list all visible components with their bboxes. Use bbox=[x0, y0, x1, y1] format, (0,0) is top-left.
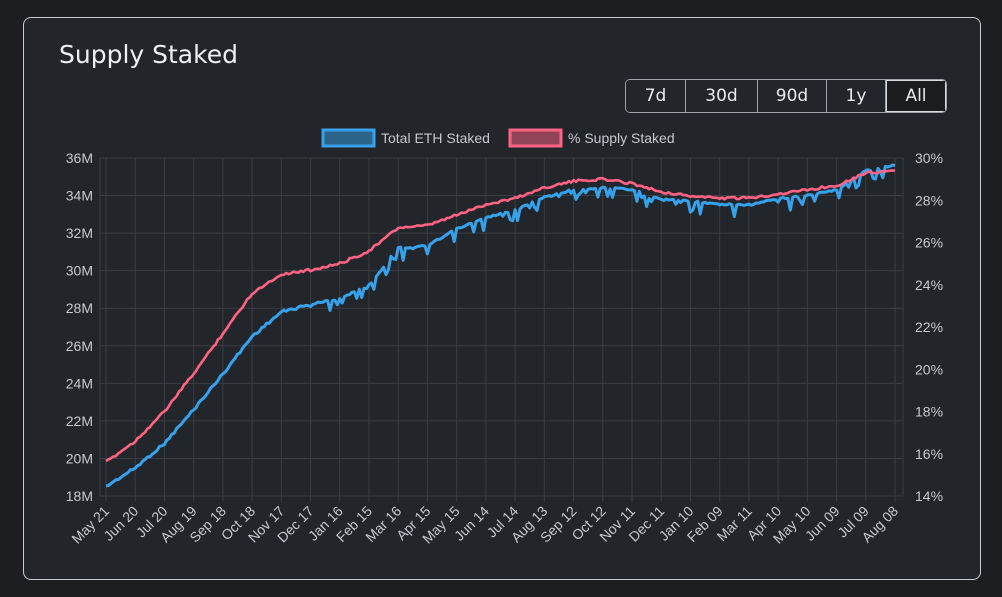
time-range-selector: 7d 30d 90d 1y All bbox=[625, 79, 947, 113]
y-right-tick-label: 20% bbox=[915, 361, 943, 377]
y-right-tick-label: 28% bbox=[915, 192, 943, 208]
y-left-tick-label: 36M bbox=[66, 150, 93, 166]
chart-title: Supply Staked bbox=[59, 40, 238, 69]
y-left-tick-label: 28M bbox=[66, 300, 93, 316]
legend-swatch bbox=[508, 128, 563, 148]
range-1y-button[interactable]: 1y bbox=[827, 80, 886, 112]
y-right-tick-label: 16% bbox=[915, 446, 943, 462]
legend-label: % Supply Staked bbox=[568, 130, 675, 146]
plot-area-border bbox=[99, 157, 904, 497]
y-right-tick-label: 14% bbox=[915, 488, 943, 504]
supply-staked-percent-line bbox=[105, 169, 896, 463]
range-90d-button[interactable]: 90d bbox=[758, 80, 827, 112]
y-left-tick-label: 18M bbox=[66, 488, 93, 504]
range-7d-button[interactable]: 7d bbox=[626, 80, 686, 112]
y-left-tick-label: 32M bbox=[66, 225, 93, 241]
y-right-tick-label: 22% bbox=[915, 319, 943, 335]
y-right-tick-label: 26% bbox=[915, 235, 943, 251]
x-tick-label: May 21 bbox=[68, 503, 112, 547]
range-all-button[interactable]: All bbox=[886, 80, 946, 112]
chart-card: Supply Staked 7d 30d 90d 1y All bbox=[23, 17, 981, 580]
y-right-tick-label: 30% bbox=[915, 150, 943, 166]
y-left-tick-label: 26M bbox=[66, 338, 93, 354]
y-left-tick-label: 24M bbox=[66, 375, 93, 391]
y-left-tick-label: 34M bbox=[66, 188, 93, 204]
total-eth-staked-line bbox=[105, 163, 896, 488]
legend-label: Total ETH Staked bbox=[381, 130, 490, 146]
range-30d-button[interactable]: 30d bbox=[686, 80, 758, 112]
y-left-tick-label: 20M bbox=[66, 450, 93, 466]
legend-swatch bbox=[321, 128, 376, 148]
y-left-tick-label: 22M bbox=[66, 413, 93, 429]
y-left-tick-label: 30M bbox=[66, 263, 93, 279]
y-right-tick-label: 24% bbox=[915, 277, 943, 293]
y-right-tick-label: 18% bbox=[915, 404, 943, 420]
